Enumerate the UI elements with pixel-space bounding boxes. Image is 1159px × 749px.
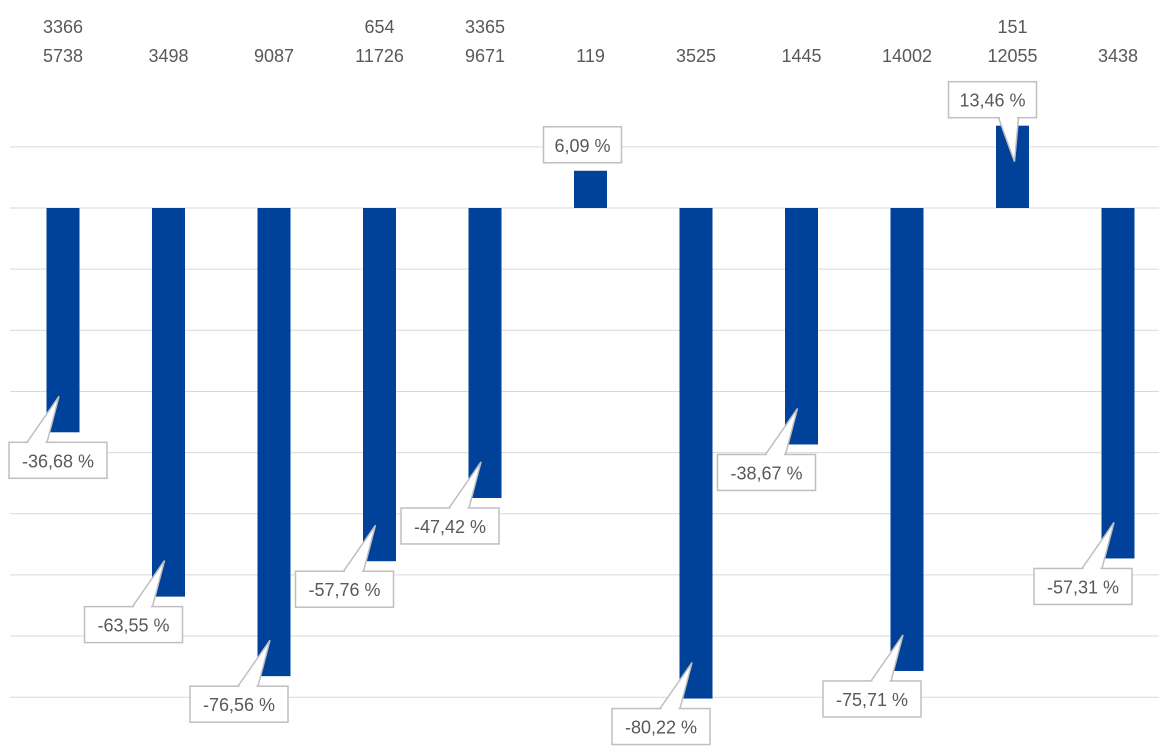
callout-box xyxy=(822,680,922,718)
bar xyxy=(1101,208,1135,559)
data-label: -38,67 % xyxy=(730,463,802,483)
data-label: 13,46 % xyxy=(959,91,1025,111)
data-label-callout: -57,31 % xyxy=(1033,522,1133,606)
callout-box xyxy=(8,441,108,480)
category-label: 9087 xyxy=(254,46,294,66)
data-labels: -36,68 % -63,55 % -76,56 % -57,76 % -47,42 %… xyxy=(8,80,1133,746)
data-label: 6,09 % xyxy=(554,136,610,156)
data-label: -57,76 % xyxy=(308,580,380,600)
category-label: 1445 xyxy=(781,46,821,66)
category-label: 654 11726 xyxy=(355,17,404,66)
callout-box xyxy=(947,80,1038,119)
category-label: 151 12055 xyxy=(987,17,1037,66)
data-label-callout: -80,22 % xyxy=(611,662,711,746)
data-label: -57,31 % xyxy=(1047,577,1119,597)
category-labels: 3366 5738 3498 9087 654 11726 3365 9671 119 3525 1… xyxy=(43,17,1138,66)
data-label-callout: -38,67 % xyxy=(716,408,817,492)
data-label-callout: -47,42 % xyxy=(400,461,500,545)
category-label: 3366 5738 xyxy=(43,17,83,66)
data-label: -76,56 % xyxy=(203,695,275,715)
bar xyxy=(363,208,396,562)
callout-box xyxy=(294,570,395,608)
bar xyxy=(257,208,291,677)
callout-box xyxy=(83,605,184,644)
category-label: 3365 9671 xyxy=(465,17,505,66)
data-label: -47,42 % xyxy=(414,517,486,537)
bar xyxy=(574,170,607,208)
bars xyxy=(46,125,1135,699)
bar xyxy=(468,208,502,498)
callout-box xyxy=(611,707,711,746)
data-label-callout: -36,68 % xyxy=(8,395,108,480)
data-label: -36,68 % xyxy=(22,451,94,471)
bar xyxy=(46,208,80,433)
bar xyxy=(152,208,185,597)
data-label-callout: 13,46 % xyxy=(947,80,1038,162)
category-label: 119 xyxy=(576,46,605,66)
callout-box xyxy=(400,507,500,545)
category-label: 14002 xyxy=(882,46,932,66)
category-label: 3498 xyxy=(148,46,188,66)
data-label: -75,71 % xyxy=(836,690,908,710)
data-label: -63,55 % xyxy=(97,616,169,636)
bar xyxy=(785,208,818,445)
data-label-callout: 6,09 % xyxy=(542,126,623,164)
category-label: 3438 xyxy=(1098,46,1138,66)
callout-box xyxy=(1033,567,1133,606)
data-label-callout: -76,56 % xyxy=(189,639,289,723)
data-label-callout: -75,71 % xyxy=(822,634,922,718)
data-label: -80,22 % xyxy=(625,718,697,738)
callout-box xyxy=(716,453,817,492)
data-label-callout: -57,76 % xyxy=(294,524,395,608)
bar xyxy=(890,208,924,671)
bar xyxy=(679,208,713,699)
callout-box xyxy=(189,685,289,723)
category-label: 3525 xyxy=(676,46,716,66)
callout-box xyxy=(542,126,623,164)
data-label-callout: -63,55 % xyxy=(83,560,184,644)
